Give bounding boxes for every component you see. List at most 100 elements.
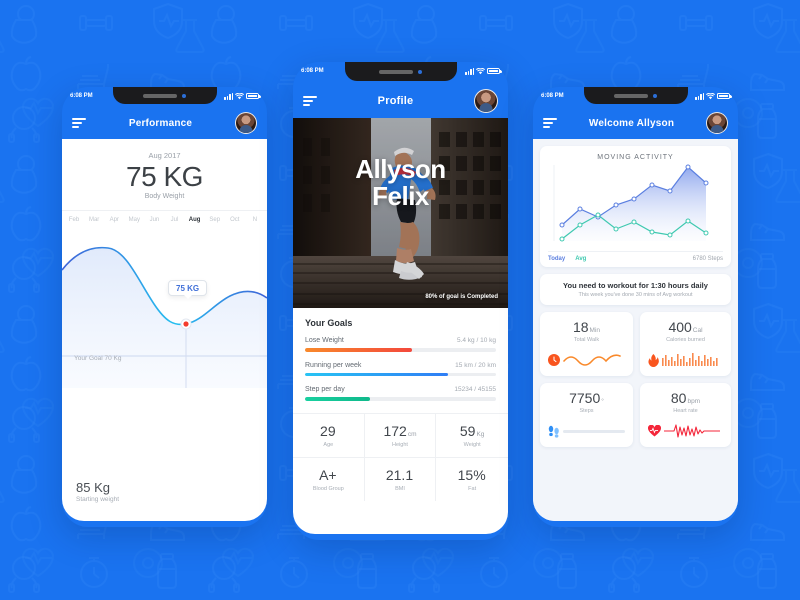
- notch-camera: [182, 93, 186, 98]
- phone-performance: 6:08 PM Performance Aug 2017 75 KG Body …: [62, 87, 267, 527]
- month-feb[interactable]: Feb: [68, 216, 80, 223]
- calorie-bars: [662, 353, 718, 366]
- stat-label: BMI: [395, 485, 405, 492]
- stat-label: Fat: [468, 485, 477, 492]
- avatar[interactable]: [706, 112, 728, 134]
- status-time: 6:08 PM: [70, 93, 93, 99]
- month-may[interactable]: May: [128, 216, 140, 223]
- goal-row-lose-weight[interactable]: Lose Weight 5.4 kg / 10 kg: [305, 337, 496, 352]
- stat-bmi: 21.1 BMI: [365, 457, 437, 501]
- page-title: Performance: [128, 117, 193, 129]
- app-bar: Performance: [62, 107, 267, 139]
- metric-label: Heart rate: [673, 408, 698, 414]
- month-oct[interactable]: Oct: [230, 216, 240, 223]
- wifi-icon: [476, 67, 485, 74]
- metric-grid: 18Min Total Walk 400Cal Calories: [540, 312, 731, 447]
- chart-tooltip: 75 KG: [168, 280, 208, 297]
- goal-fill: [305, 372, 449, 376]
- notch-camera: [418, 69, 422, 74]
- metric-label: Total Walk: [573, 337, 600, 343]
- wifi-icon: [235, 92, 244, 99]
- workout-banner: You need to workout for 1:30 hours daily…: [540, 274, 731, 305]
- metric-steps[interactable]: 7750° Steps: [540, 383, 633, 447]
- status-indicators: [224, 92, 261, 100]
- clock-icon: [548, 354, 560, 366]
- metric-value: 18Min: [572, 319, 601, 335]
- month-selector[interactable]: Feb Mar Apr May Jun Jul Aug Sep Oct N: [62, 210, 267, 228]
- phone-notch: [583, 87, 688, 104]
- month-nov[interactable]: N: [252, 216, 258, 223]
- goal-row-running[interactable]: Running per week 15 km / 20 km: [305, 362, 496, 376]
- starting-weight: 85 Kg Starting weight: [76, 480, 119, 503]
- screen-performance: Aug 2017 75 KG Body Weight Feb Mar Apr M…: [62, 139, 267, 521]
- status-time: 6:08 PM: [541, 93, 564, 99]
- battery-icon: [487, 67, 502, 75]
- marker-dot[interactable]: [183, 321, 189, 327]
- goal-fill: [305, 348, 412, 352]
- weight-hero: Aug 2017 75 KG Body Weight: [62, 139, 267, 210]
- goal-head: Running per week 15 km / 20 km: [305, 362, 496, 369]
- stat-value: 172cm: [383, 422, 417, 439]
- month-aug[interactable]: Aug: [188, 216, 201, 223]
- metric-heart-rate[interactable]: 80bpm Heart rate: [640, 383, 731, 447]
- month-jun[interactable]: Jun: [149, 216, 160, 223]
- notch-camera: [653, 93, 657, 98]
- heart-icon: [648, 425, 661, 437]
- metric-unit: Cal: [692, 327, 703, 334]
- stat-unit: Kg: [476, 430, 485, 438]
- month-mar[interactable]: Mar: [88, 216, 100, 223]
- battery-icon: [246, 92, 261, 100]
- runner-photo: [293, 118, 508, 308]
- stat-weight: 59Kg Weight: [436, 414, 508, 458]
- stat-value: 59Kg: [459, 422, 485, 439]
- metric-calories[interactable]: 400Cal Calories burned: [640, 312, 731, 376]
- stat-label: Height: [392, 441, 408, 448]
- activity-chart: [548, 163, 723, 251]
- activity-title: MOVING ACTIVITY: [597, 154, 674, 161]
- stat-value: 29: [320, 422, 336, 439]
- goal-track: [305, 372, 496, 376]
- goal-name: Step per day: [305, 386, 345, 393]
- goal-track: [305, 348, 496, 352]
- hamburger-icon[interactable]: [303, 95, 317, 107]
- goal-value: 15 km / 20 km: [455, 361, 496, 369]
- goal-row-steps[interactable]: Step per day 15234 / 45155: [305, 386, 496, 401]
- battery-icon: [717, 92, 732, 100]
- metric-label: Steps: [579, 408, 594, 414]
- goals-card: Your Goals Lose Weight 5.4 kg / 10 kg Ru…: [293, 308, 508, 413]
- avatar[interactable]: [474, 89, 498, 113]
- avatar[interactable]: [235, 112, 257, 134]
- month-jul[interactable]: Jul: [170, 216, 179, 223]
- app-bar: Welcome Allyson: [533, 107, 738, 139]
- signal-icon: [465, 67, 474, 75]
- page-title: Profile: [377, 95, 414, 107]
- goal-line-label: Your Goal 70 Kg: [74, 355, 122, 363]
- status-bar: 6:08 PM: [293, 62, 508, 80]
- month-apr[interactable]: Apr: [109, 216, 119, 223]
- metric-value: 7750°: [569, 390, 604, 406]
- hamburger-icon[interactable]: [72, 117, 86, 129]
- metric-label: Calories burned: [666, 337, 705, 343]
- today-area: [562, 167, 706, 241]
- goal-head: Lose Weight 5.4 kg / 10 kg: [305, 337, 496, 344]
- month-sep[interactable]: Sep: [209, 216, 221, 223]
- status-indicators: [695, 92, 732, 100]
- metric-unit: °: [601, 398, 604, 405]
- goal-track: [305, 397, 496, 401]
- hero-weight-value: 75 KG: [126, 161, 203, 192]
- steps-total: 6780 Steps: [692, 256, 723, 262]
- goal-value: 15234 / 45155: [454, 386, 496, 393]
- footsteps-icon: [548, 425, 559, 438]
- stat-age: 29 Age: [293, 413, 365, 458]
- metric-total-walk[interactable]: 18Min Total Walk: [540, 312, 633, 376]
- metric-value: 400Cal: [668, 319, 703, 335]
- goal-name: Running per week: [305, 361, 362, 369]
- signal-icon: [695, 92, 704, 100]
- metric-visual: [648, 421, 723, 441]
- legend-avg[interactable]: Avg: [575, 256, 587, 262]
- legend-today[interactable]: Today: [548, 256, 566, 262]
- starting-weight-label: Starting weight: [76, 496, 119, 503]
- hero-photo: Allyson Felix 80% of goal is Completed: [293, 118, 508, 308]
- hero-month: Aug 2017: [148, 151, 181, 160]
- hamburger-icon[interactable]: [543, 117, 557, 129]
